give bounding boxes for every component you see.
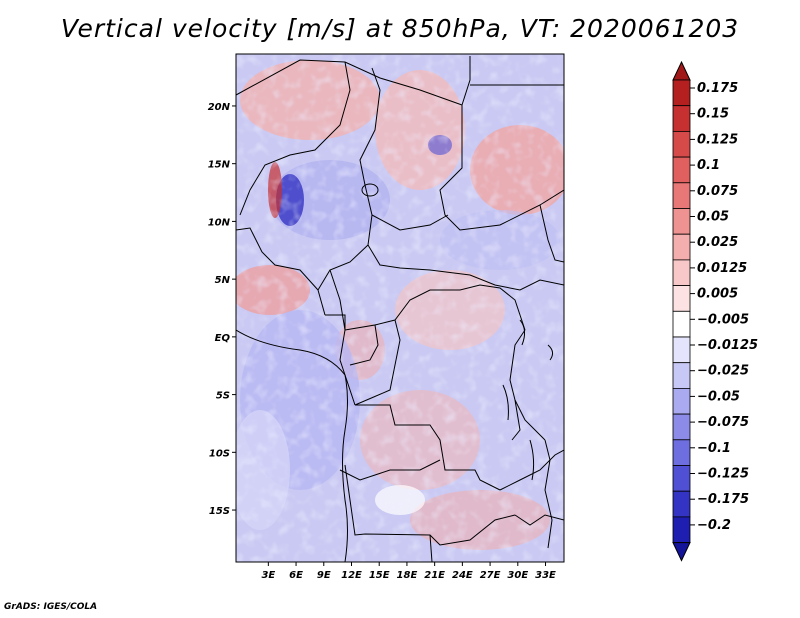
- colorbar-label: 0.0125: [697, 261, 747, 276]
- lat-tick-label: 15S: [209, 506, 230, 517]
- lat-tick-label: 10S: [209, 448, 230, 459]
- colorbar-swatch: [672, 285, 691, 312]
- colorbar-swatch: [672, 156, 691, 184]
- field-texture: [236, 54, 564, 562]
- colorbar-bottom-arrow: [672, 542, 691, 562]
- colorbar-label: 0.175: [697, 81, 738, 96]
- colorbar-label: −0.0125: [697, 338, 758, 353]
- colorbar-swatch: [672, 387, 691, 415]
- lon-tick-label: 15E: [369, 570, 390, 581]
- lon-tick-label: 9E: [317, 570, 331, 581]
- colorbar-label: −0.075: [697, 415, 749, 430]
- colorbar-swatch: [672, 79, 691, 107]
- colorbar-label: 0.15: [697, 107, 729, 122]
- country-boundaries: [236, 56, 564, 562]
- lon-tick-label: 30E: [507, 570, 528, 581]
- colorbar-swatch: [672, 336, 691, 364]
- colorbar-swatch: [672, 182, 691, 209]
- colorbar-label: −0.025: [697, 364, 749, 379]
- colorbar: 0.175 0.15 0.125 0.1 0.075 0.05 0.025 0.0125 0.0…: [672, 60, 758, 562]
- colorbar-swatch: [672, 105, 691, 132]
- lat-tick-label: 10N: [208, 217, 231, 228]
- colorbar-label: −0.175: [697, 492, 749, 507]
- colorbar-swatch: [672, 310, 691, 338]
- lon-tick-label: 21E: [424, 570, 445, 581]
- colorbar-swatch: [672, 259, 691, 286]
- colorbar-swatch: [672, 208, 691, 235]
- lat-tick-label: 5S: [216, 391, 230, 402]
- colorbar-swatch: [672, 362, 691, 389]
- colorbar-label: 0.1: [697, 158, 720, 173]
- colorbar-top-arrow: [672, 60, 691, 81]
- colorbar-swatch: [672, 233, 691, 261]
- lon-tick-label: 24E: [452, 570, 473, 581]
- colorbar-label: 0.005: [697, 287, 738, 302]
- lat-tick-label: 15N: [208, 160, 231, 171]
- latitude-axis: 20N 15N 10N 5N EQ 5S 10S 15S: [208, 102, 236, 517]
- lon-tick-label: 27E: [480, 570, 501, 581]
- colorbar-label: −0.005: [697, 312, 749, 327]
- lat-tick-label: 5N: [215, 275, 231, 286]
- colorbar-label: 0.075: [697, 184, 738, 199]
- lat-tick-label: 20N: [208, 102, 231, 113]
- lon-tick-label: 12E: [341, 570, 362, 581]
- colorbar-label: −0.1: [697, 441, 731, 456]
- colorbar-label: −0.2: [697, 518, 731, 533]
- colorbar-label: 0.025: [697, 235, 738, 250]
- colorbar-label: 0.05: [697, 210, 729, 225]
- footer-credit: GrADS: IGES/COLA: [4, 602, 98, 612]
- longitude-axis: 3E 6E 9E 12E 15E 18E 21E 24E 27E 30E 33E: [261, 562, 556, 581]
- colorbar-swatch: [672, 439, 691, 466]
- lon-tick-label: 18E: [397, 570, 418, 581]
- colorbar-swatch: [672, 516, 691, 544]
- lat-tick-label: EQ: [215, 333, 231, 344]
- page-title: Vertical velocity [m/s] at 850hPa, VT: 2…: [60, 14, 740, 43]
- lakes: [361, 183, 554, 481]
- map-frame: [235, 53, 565, 563]
- lon-tick-label: 3E: [261, 570, 275, 581]
- colorbar-label: −0.125: [697, 467, 749, 482]
- colorbar-swatch: [672, 465, 691, 492]
- colorbar-swatch: [672, 413, 691, 441]
- colorbar-swatch: [672, 490, 691, 518]
- map-panel: [235, 53, 565, 563]
- colorbar-swatch: [672, 130, 691, 158]
- colorbar-label: −0.05: [697, 389, 740, 404]
- colorbar-label: 0.125: [697, 132, 738, 147]
- lon-tick-label: 6E: [289, 570, 303, 581]
- lon-tick-label: 33E: [535, 570, 556, 581]
